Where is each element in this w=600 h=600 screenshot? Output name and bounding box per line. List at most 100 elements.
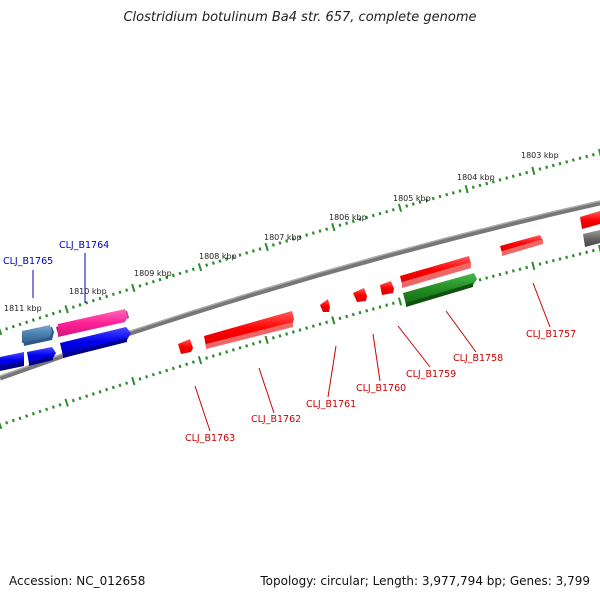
inner-scale-major-tick: [0, 421, 3, 430]
gene-clj-b1759[interactable]: [380, 281, 394, 295]
outer-scale-major-tick: [331, 223, 336, 232]
label-clj-b1762[interactable]: CLJ_B1762: [251, 414, 301, 425]
inner-scale-minor-tick: [291, 330, 295, 334]
label-clj-b1764[interactable]: CLJ_B1764: [59, 240, 109, 251]
inner-scale-minor-tick: [565, 255, 569, 260]
inner-scale-minor-tick: [251, 342, 255, 346]
outer-scale-minor-tick: [511, 174, 515, 178]
inner-scale-minor-tick: [305, 326, 309, 330]
gene-blue-1[interactable]: [0, 352, 24, 371]
outer-scale-minor-tick: [158, 277, 162, 282]
inner-scale-minor-tick: [45, 407, 49, 412]
outer-scale-minor-tick: [518, 172, 522, 177]
inner-scale-minor-tick: [498, 272, 502, 277]
outer-scale-minor-tick: [311, 231, 315, 235]
gene-red-edge[interactable]: [580, 211, 600, 229]
outer-scale-minor-tick: [278, 241, 282, 245]
inner-scale-minor-tick: [225, 350, 229, 354]
scale-label-1806: 1806 kbp: [329, 213, 367, 222]
inner-scale-minor-tick: [338, 316, 342, 321]
gene-gray-1[interactable]: [583, 230, 600, 247]
label-clj-b1761[interactable]: CLJ_B1761: [306, 399, 356, 410]
inner-scale-minor-tick: [271, 336, 275, 340]
outer-scale-minor-tick: [91, 298, 95, 303]
inner-scale-minor-tick: [151, 372, 155, 377]
accession-number: NC_012658: [76, 574, 146, 588]
map-title: Clostridium botulinum Ba4 str. 657, comp…: [123, 10, 477, 25]
gene-clj-b1757[interactable]: [500, 235, 543, 256]
outer-scale-minor-tick: [405, 204, 409, 208]
outer-scale-minor-tick: [231, 255, 235, 259]
outer-scale-minor-tick: [418, 200, 422, 204]
inner-scale-minor-tick: [505, 270, 509, 275]
inner-scale-minor-tick: [71, 398, 75, 403]
outer-scale-minor-tick: [245, 251, 249, 255]
outer-scale-major-tick: [598, 148, 600, 158]
outer-scale-minor-tick: [558, 161, 562, 166]
gene-clj-b1760[interactable]: [353, 288, 367, 302]
outer-scale-minor-tick: [545, 165, 549, 169]
label-clj-b1757[interactable]: CLJ_B1757: [526, 329, 576, 340]
inner-scale-minor-tick: [351, 312, 355, 317]
inner-scale-minor-tick: [231, 348, 235, 352]
inner-scale-minor-tick: [485, 276, 489, 280]
outer-scale-minor-tick: [578, 156, 582, 160]
outer-scale-minor-tick: [5, 327, 9, 331]
outer-scale-minor-tick: [238, 253, 242, 257]
outer-scale-minor-tick: [391, 208, 395, 212]
inner-scale-minor-tick: [551, 258, 555, 263]
outer-scale-minor-tick: [111, 292, 115, 297]
label-leader-lines: [32, 253, 551, 432]
label-clj-b1763[interactable]: CLJ_B1763: [185, 433, 235, 444]
inner-scale-minor-tick: [511, 269, 515, 273]
gene-green-1[interactable]: [403, 273, 477, 307]
gene-clj-b1763[interactable]: [178, 339, 193, 354]
inner-scale-major-tick: [131, 376, 136, 386]
inner-scale-minor-tick: [298, 328, 302, 332]
outer-scale-minor-tick: [305, 233, 309, 237]
outer-scale-major-tick: [264, 242, 269, 252]
leader-clj-b1762: [258, 367, 275, 414]
inner-scale-minor-tick: [238, 346, 242, 350]
outer-scale-minor-tick: [498, 178, 502, 182]
scale-labels: 1803 kbp 1804 kbp 1805 kbp 1806 kbp 1807…: [4, 151, 559, 313]
outer-scale-minor-tick: [51, 311, 55, 316]
outer-scale-minor-tick: [78, 303, 82, 307]
scale-label-1809: 1809 kbp: [134, 269, 172, 278]
outer-scale-minor-tick: [165, 275, 169, 280]
outer-scale-major-tick: [197, 263, 203, 272]
outer-scale-major-tick: [397, 203, 403, 212]
outer-scale-minor-tick: [31, 318, 35, 322]
inner-scale-minor-tick: [205, 356, 209, 360]
inner-scale-minor-tick: [391, 301, 395, 306]
gene-clj-b1758[interactable]: [400, 256, 471, 288]
outer-scale-minor-tick: [325, 227, 329, 231]
gene-clj-b1761[interactable]: [320, 299, 330, 312]
inner-scale-major-tick: [64, 398, 69, 407]
inner-scale-major-tick: [331, 316, 336, 325]
inner-scale-minor-tick: [58, 403, 62, 407]
gene-clj-b1764[interactable]: [56, 309, 129, 337]
inner-scale-minor-tick: [571, 253, 575, 258]
scale-label-1808: 1808 kbp: [199, 252, 237, 261]
outer-scale-minor-tick: [485, 181, 489, 186]
gene-blue-3[interactable]: [60, 327, 131, 358]
outer-scale-minor-tick: [565, 160, 569, 164]
label-clj-b1759[interactable]: CLJ_B1759: [406, 369, 456, 380]
gene-blue-2[interactable]: [27, 347, 56, 366]
outer-scale-minor-tick: [18, 322, 22, 327]
leader-clj-b1759: [397, 325, 431, 368]
inner-scale-minor-tick: [145, 375, 149, 379]
inner-scale-minor-tick: [345, 314, 349, 319]
inner-scale-minor-tick: [591, 248, 595, 253]
label-clj-b1760[interactable]: CLJ_B1760: [356, 383, 406, 394]
inner-scale-minor-tick: [558, 257, 562, 261]
label-clj-b1758[interactable]: CLJ_B1758: [453, 353, 503, 364]
gene-clj-b1762[interactable]: [204, 311, 294, 349]
inner-scale-minor-tick: [111, 385, 115, 390]
gene-clj-b1765[interactable]: [22, 325, 54, 346]
outer-scale-minor-tick: [538, 167, 542, 171]
inner-scale-minor-tick: [545, 260, 549, 265]
label-clj-b1765[interactable]: CLJ_B1765: [3, 256, 53, 267]
